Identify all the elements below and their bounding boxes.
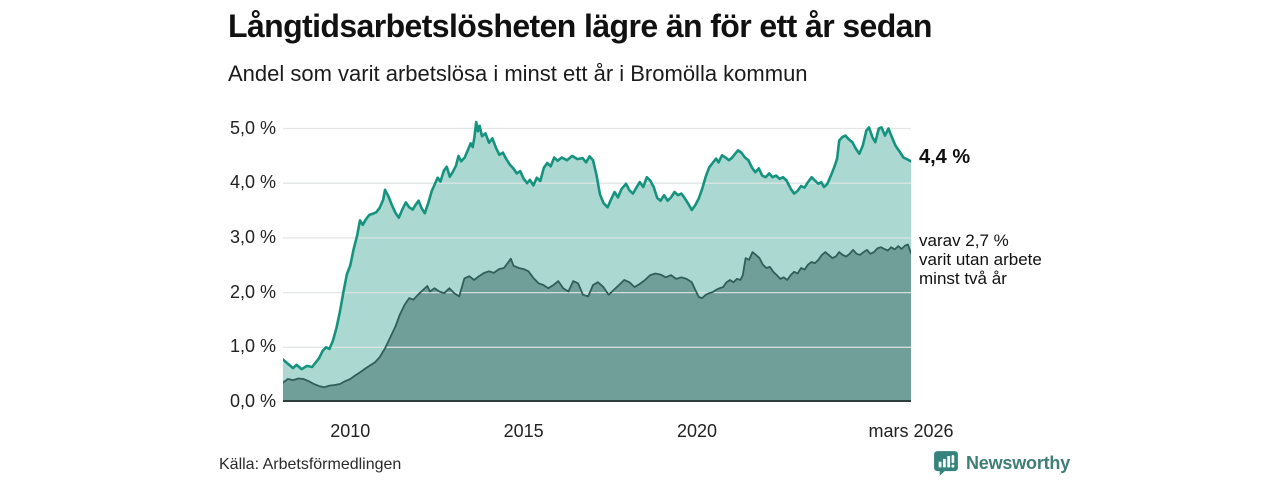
- page-title: Långtidsarbetslösheten lägre än för ett …: [228, 8, 932, 44]
- secondary-label-line: varit utan arbete: [919, 250, 1042, 269]
- newsworthy-wordmark: Newsworthy: [966, 452, 1071, 473]
- y-tick-label: 4,0 %: [229, 172, 276, 193]
- end-value-label: 4,4 %: [919, 146, 971, 168]
- x-tick-label: 2010: [330, 421, 371, 441]
- newsworthy-badge-icon: [934, 451, 958, 476]
- area-chart: [283, 120, 911, 402]
- x-tick-label: 2015: [503, 421, 544, 441]
- secondary-series-label: varav 2,7 % varit utan arbete minst två …: [919, 231, 1042, 288]
- source-credit: Källa: Arbetsförmedlingen: [219, 456, 402, 473]
- y-tick-label: 5,0 %: [229, 117, 276, 138]
- y-tick-label: 1,0 %: [229, 336, 276, 357]
- secondary-label-line: varav 2,7 %: [919, 231, 1009, 250]
- y-tick-label: 0,0 %: [229, 391, 276, 411]
- chart-subtitle: Andel som varit arbetslösa i minst ett å…: [228, 61, 808, 86]
- x-tick-label: 2020: [677, 421, 718, 441]
- secondary-label-line: minst två år: [919, 269, 1007, 288]
- x-tick-label: mars 2026: [868, 421, 954, 441]
- y-tick-label: 2,0 %: [229, 281, 276, 302]
- newsworthy-logo: Newsworthy: [933, 450, 1070, 476]
- y-tick-label: 3,0 %: [229, 226, 276, 247]
